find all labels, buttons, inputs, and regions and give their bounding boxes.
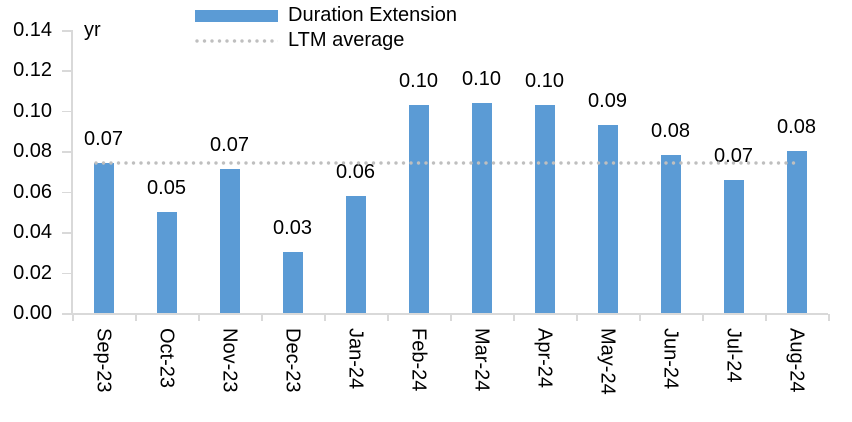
legend: Duration Extension LTM average (195, 3, 457, 53)
bar-data-label: 0.10 (525, 69, 564, 92)
x-category-label-text: Sep-23 (92, 328, 115, 393)
bar-mar-24 (471, 102, 492, 313)
x-category-label: Apr-24 (513, 328, 576, 388)
y-tick-label: 0.12 (13, 59, 52, 82)
bar-data-label: 0.08 (651, 120, 690, 143)
x-category-label-text: Jan-24 (344, 328, 367, 390)
x-tick-mark (450, 314, 452, 321)
bar-data-label: 0.05 (147, 176, 186, 199)
x-tick-mark (261, 314, 263, 321)
x-category-label-text: Aug-24 (785, 328, 808, 393)
y-axis-unit-label: yr (84, 19, 101, 41)
x-tick-mark (387, 314, 389, 321)
y-tick-mark (62, 313, 72, 315)
bar-data-label: 0.10 (462, 67, 501, 90)
x-category-label: Aug-24 (765, 328, 828, 393)
bar-jun-24 (660, 155, 681, 313)
x-category-label-text: Mar-24 (470, 328, 493, 392)
x-category-label: Mar-24 (450, 328, 513, 391)
x-tick-mark (513, 314, 515, 321)
x-category-label: Oct-23 (135, 328, 198, 388)
x-category-label-text: May-24 (596, 328, 619, 395)
x-category-label-text: Oct-23 (155, 328, 178, 389)
x-category-label-text: Jul-24 (722, 328, 745, 383)
y-tick-mark (62, 30, 72, 32)
y-tick-label: 0.00 (13, 302, 52, 324)
x-category-label: Dec-23 (261, 328, 324, 392)
y-tick-label: 0.08 (13, 140, 52, 163)
x-category-label-text: Nov-23 (218, 328, 241, 393)
x-tick-mark (198, 314, 200, 321)
bar-data-label: 0.07 (210, 134, 249, 157)
y-tick-label: 0.14 (13, 19, 52, 41)
y-tick-label: 0.06 (13, 180, 52, 203)
y-tick-mark (62, 191, 72, 194)
plot-area: 0.07 0.05 0.07 0.03 0.06 0.10 0.10 0.10 0.09 0.08… (72, 30, 828, 313)
bar-apr-24 (534, 104, 555, 313)
x-tick-mark (828, 314, 830, 321)
bar-may-24 (597, 125, 618, 313)
x-tick-mark (324, 314, 326, 321)
x-category-label: Jun-24 (639, 328, 702, 389)
bar-jul-24 (723, 179, 744, 313)
x-category-label: Feb-24 (387, 328, 450, 391)
legend-item-ltm-average: LTM average (195, 28, 457, 53)
x-category-label: Nov-23 (198, 328, 261, 392)
y-tick-mark (62, 70, 72, 72)
bar-nov-23 (219, 169, 240, 313)
legend-label-ltm-average: LTM average (288, 29, 405, 51)
bar-feb-24 (408, 104, 429, 313)
bar-oct-23 (156, 211, 177, 313)
x-axis-labels: Sep-23 Oct-23 Nov-23 Dec-23 Jan-24 Feb-24 Mar-… (72, 328, 828, 408)
bar-data-label: 0.03 (273, 217, 312, 240)
y-tick-mark (62, 232, 72, 234)
x-tick-mark (639, 314, 641, 321)
bar-sep-23 (93, 163, 114, 313)
x-axis-line (62, 313, 828, 315)
x-category-label-text: Jun-24 (659, 328, 682, 390)
bar-data-label: 0.10 (399, 69, 438, 92)
dotted-line-swatch-icon (195, 38, 278, 43)
x-category-label: Jan-24 (324, 328, 387, 389)
x-category-label-text: Feb-24 (407, 328, 430, 392)
x-tick-mark (702, 314, 704, 321)
legend-item-duration-extension: Duration Extension (195, 3, 457, 28)
bar-dec-23 (282, 252, 303, 313)
y-tick-label: 0.10 (13, 99, 52, 122)
x-category-label-text: Apr-24 (533, 328, 556, 389)
legend-label-duration-extension: Duration Extension (288, 4, 457, 26)
bar-data-label: 0.07 (714, 144, 753, 167)
x-category-label: May-24 (576, 328, 639, 395)
bar-data-label: 0.08 (777, 116, 816, 139)
x-tick-mark (765, 314, 767, 321)
x-tick-mark (72, 314, 74, 321)
bar-aug-24 (786, 151, 807, 313)
bar-data-label: 0.07 (84, 128, 123, 151)
y-tick-label: 0.04 (13, 221, 52, 244)
y-tick-label: 0.02 (13, 261, 52, 284)
bar-jan-24 (345, 195, 366, 313)
y-axis-line (71, 30, 73, 313)
y-tick-mark (62, 272, 72, 275)
x-tick-mark (576, 314, 578, 321)
x-category-label: Sep-23 (72, 328, 135, 393)
x-category-label-text: Dec-23 (281, 328, 304, 393)
bar-data-label: 0.06 (336, 160, 375, 183)
y-tick-mark (62, 151, 72, 153)
y-tick-mark (62, 110, 72, 113)
bar-data-label: 0.09 (588, 90, 627, 113)
bar-series-swatch-icon (195, 9, 278, 22)
ltm-average-line (94, 161, 796, 166)
x-tick-mark (135, 314, 137, 321)
x-category-label: Jul-24 (702, 328, 765, 382)
